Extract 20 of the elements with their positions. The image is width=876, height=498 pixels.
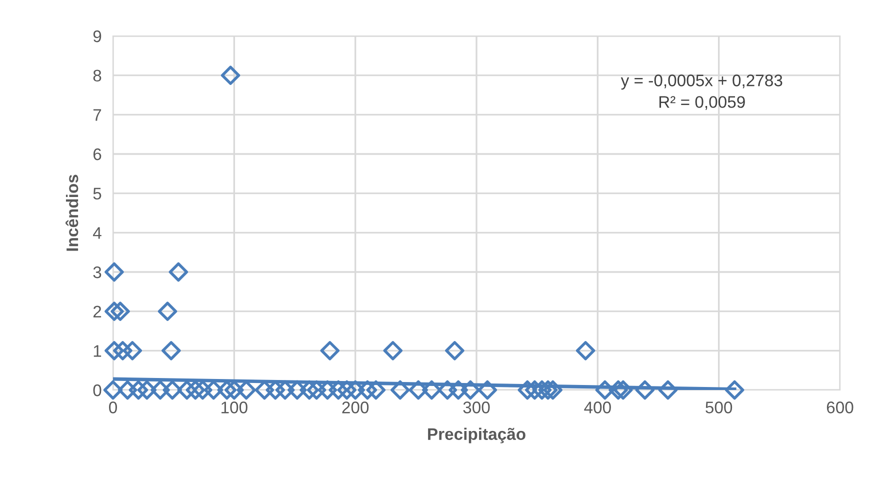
y-tick-label: 3 — [93, 266, 102, 278]
y-tick-label: 9 — [93, 30, 102, 42]
y-tick-label: 2 — [93, 306, 102, 318]
annotation: y = -0,0005x + 0,2783 R² = 0,0059 — [620, 74, 782, 110]
y-tick-label: 1 — [94, 345, 102, 357]
y-tick-label: 5 — [93, 188, 102, 200]
x-tick-label: 500 — [706, 402, 732, 414]
y-tick-label: 4 — [93, 227, 102, 239]
y-axis-title: Incêndios — [66, 174, 78, 251]
x-tick-label: 600 — [826, 402, 854, 414]
y-tick-label: 7 — [93, 109, 102, 121]
x-tick-label: 0 — [109, 402, 117, 414]
y-tick-label: 8 — [93, 70, 102, 82]
x-tick-label: 200 — [342, 402, 369, 414]
x-tick-label: 400 — [584, 402, 611, 414]
x-tick-label: 100 — [222, 402, 248, 414]
x-axis-title: Precipitação — [428, 428, 526, 444]
y-tick-label: 6 — [93, 148, 102, 160]
y-tick-label: 0 — [93, 384, 102, 396]
x-tick-label: 300 — [463, 402, 490, 414]
